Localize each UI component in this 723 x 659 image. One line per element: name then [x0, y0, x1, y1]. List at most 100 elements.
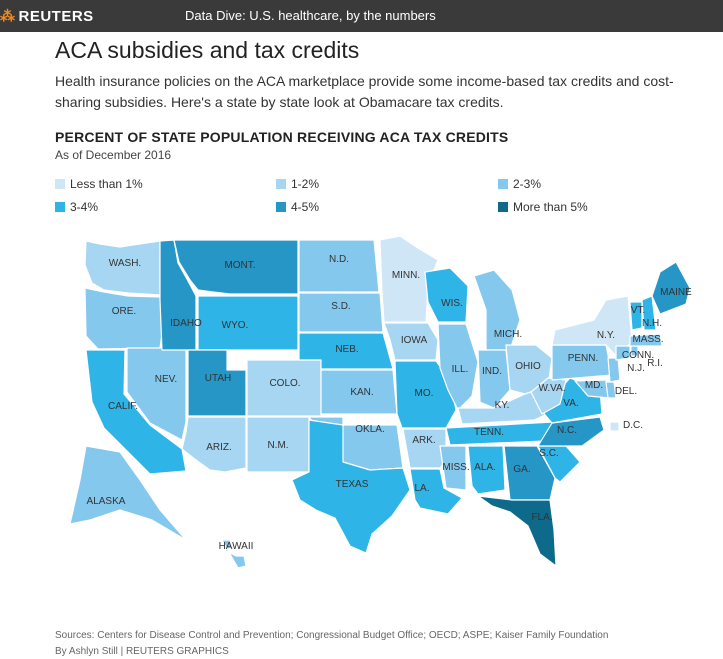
state-label-va: VA. [563, 398, 578, 409]
state-label-miss: MISS. [442, 462, 469, 473]
state-label-iowa: IOWA [401, 335, 428, 346]
legend-item: 3-4% [55, 200, 98, 214]
state-ind[interactable] [477, 349, 511, 409]
state-label-mont: MONT. [224, 260, 255, 271]
state-label-ala: ALA. [474, 462, 496, 473]
state-label-n-m: N.M. [267, 440, 288, 451]
state-d-c[interactable] [609, 421, 620, 432]
state-label-texas: TEXAS [336, 479, 369, 490]
state-ill[interactable] [437, 323, 479, 411]
byline: By Ashlyn Still | REUTERS GRAPHICS [55, 646, 229, 657]
legend-swatch [498, 202, 508, 212]
state-label-tenn: TENN. [474, 427, 504, 438]
state-neb[interactable] [298, 332, 394, 370]
state-hawaii[interactable] [221, 539, 247, 569]
legend-label: More than 5% [513, 200, 588, 214]
state-n-c[interactable] [537, 416, 605, 447]
state-alaska[interactable] [69, 445, 187, 541]
state-label-md: MD. [585, 380, 603, 391]
top-bar: ⁂ REUTERS Data Dive: U.S. healthcare, by … [0, 0, 723, 32]
reuters-logo[interactable]: ⁂ REUTERS [0, 8, 94, 25]
state-label-ariz: ARIZ. [206, 442, 232, 453]
state-mass[interactable] [629, 333, 663, 347]
legend-label: 3-4% [70, 200, 99, 214]
state-label-n-y: N.Y. [597, 330, 615, 341]
state-mont[interactable] [173, 239, 299, 295]
state-iowa[interactable] [383, 322, 439, 361]
state-label-s-d: S.D. [331, 301, 350, 312]
state-label-mich: MICH. [494, 329, 522, 340]
section-title: Data Dive: U.S. healthcare, by the numbe… [185, 8, 436, 23]
state-label-okla: OKLA. [355, 424, 384, 435]
state-fla[interactable] [477, 495, 557, 567]
legend-item: 2-3% [498, 177, 541, 191]
state-w-va[interactable] [530, 377, 567, 415]
state-miss[interactable] [439, 445, 467, 491]
state-label-utah: UTAH [205, 373, 231, 384]
state-wis[interactable] [424, 267, 469, 323]
state-n-j[interactable] [607, 357, 621, 383]
legend-swatch [55, 202, 65, 212]
legend-label: 4-5% [291, 200, 320, 214]
state-s-d[interactable] [298, 292, 384, 333]
state-n-h[interactable] [641, 295, 657, 331]
legend-swatch [276, 202, 286, 212]
state-n-d[interactable] [298, 239, 380, 293]
intro-text: Health insurance policies on the ACA mar… [55, 73, 674, 110]
state-ore[interactable] [84, 287, 167, 350]
state-label-la: LA. [414, 483, 429, 494]
state-utah[interactable] [187, 349, 247, 417]
state-mich[interactable] [473, 269, 521, 351]
state-calif[interactable] [85, 349, 187, 475]
state-vt[interactable] [629, 301, 643, 331]
map-title: PERCENT OF STATE POPULATION RECEIVING AC… [55, 129, 509, 145]
state-label-ind: IND. [482, 366, 502, 377]
legend-label: Less than 1% [70, 177, 143, 191]
state-wyo[interactable] [197, 295, 299, 351]
legend-item: More than 5% [498, 200, 588, 214]
state-label-vt: VT. [631, 305, 645, 316]
state-label-wyo: WYO. [222, 320, 249, 331]
state-label-wash: WASH. [109, 258, 141, 269]
state-label-calif: CALIF. [108, 401, 138, 412]
state-label-mass: MASS. [632, 334, 663, 345]
state-label-ohio: OHIO [515, 361, 541, 372]
legend-item: 4-5% [276, 200, 319, 214]
state-label-ark: ARK. [412, 435, 435, 446]
state-label-minn: MINN. [392, 270, 420, 281]
state-colo[interactable] [246, 359, 322, 417]
state-conn[interactable] [615, 345, 631, 361]
legend-swatch [276, 179, 286, 189]
legend-item: 1-2% [276, 177, 319, 191]
state-label-w-va: W.VA. [538, 383, 565, 394]
state-label-n-c: N.C. [557, 425, 577, 436]
state-label-wis: WIS. [441, 298, 463, 309]
state-label-idaho: IDAHO [170, 318, 202, 329]
page-title: ACA subsidies and tax credits [55, 37, 360, 63]
legend-swatch [498, 179, 508, 189]
legend-item: Less than 1% [55, 177, 143, 191]
state-label-n-h: N.H. [642, 318, 662, 329]
state-ga[interactable] [503, 445, 556, 501]
state-maine[interactable] [651, 261, 691, 315]
legend-label: 1-2% [291, 177, 320, 191]
state-label-ga: GA. [513, 464, 530, 475]
state-label-ky: KY. [495, 400, 510, 411]
state-ala[interactable] [467, 445, 506, 495]
state-label-del: DEL. [615, 386, 637, 397]
state-label-kan: KAN. [350, 387, 373, 398]
state-wash[interactable] [84, 240, 161, 296]
state-label-colo: COLO. [269, 378, 300, 389]
state-label-n-d: N.D. [329, 254, 349, 265]
state-mo[interactable] [394, 360, 457, 429]
sources-note: Sources: Centers for Disease Control and… [55, 630, 609, 641]
legend-label: 2-3% [513, 177, 542, 191]
state-la[interactable] [409, 468, 463, 515]
state-label-neb: NEB. [335, 344, 358, 355]
state-texas[interactable] [291, 419, 411, 554]
state-label-ore: ORE. [112, 306, 136, 317]
state-ariz[interactable] [181, 416, 247, 473]
state-label-r-i: R.I. [647, 358, 663, 369]
state-label-ill: ILL. [452, 364, 469, 375]
state-label-d-c: D.C. [623, 420, 643, 431]
